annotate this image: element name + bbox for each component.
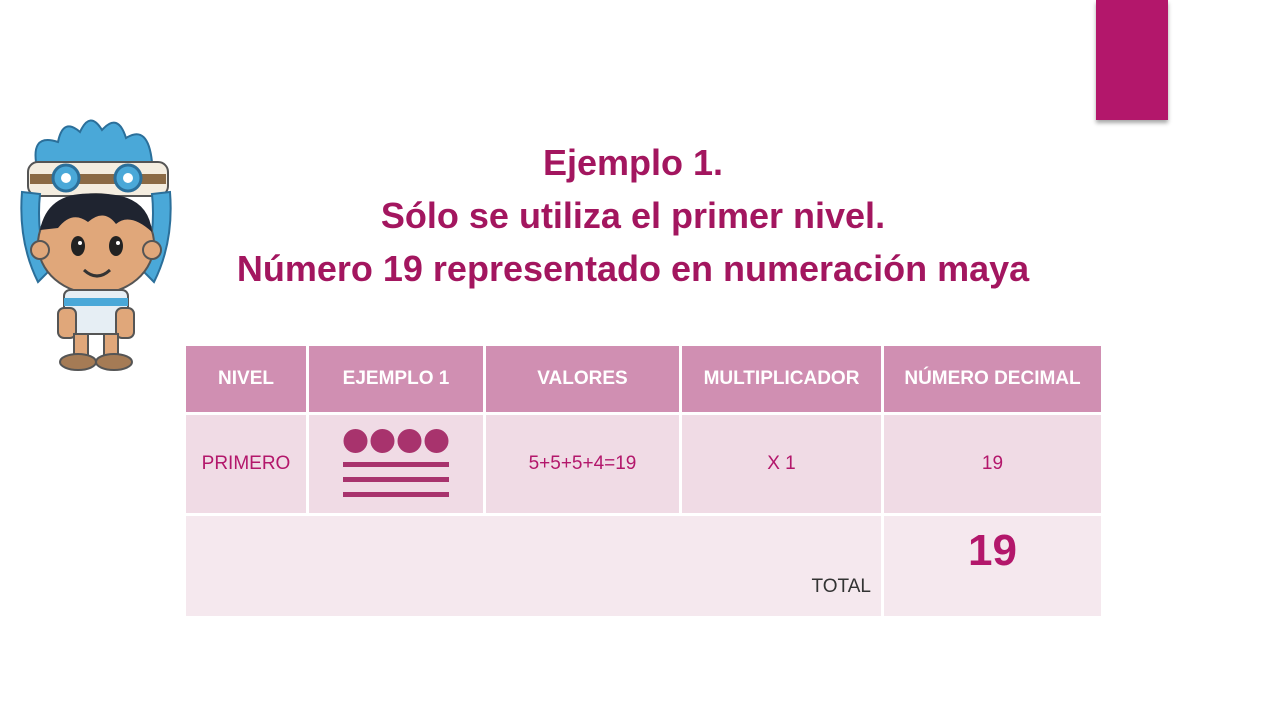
title-line-1: Ejemplo 1. (542, 142, 724, 183)
maya-bar (343, 492, 449, 497)
maya-number-table: NIVEL EJEMPLO 1 VALORES MULTIPLICADOR NÚ… (183, 343, 1104, 619)
slide-title: Ejemplo 1. Sólo se utiliza el primer niv… (0, 136, 1266, 295)
header-ejemplo-1: EJEMPLO 1 (306, 343, 486, 415)
total-label: TOTAL (183, 513, 884, 619)
maya-boy-mascot-icon (20, 119, 172, 371)
maya-number-symbol (343, 429, 449, 497)
cell-multiplicador: X 1 (679, 412, 884, 516)
total-value: 19 (881, 513, 1104, 619)
accent-bar (1096, 0, 1168, 120)
maya-bar (343, 477, 449, 482)
maya-dot (397, 429, 422, 453)
title-line-2: Sólo se utiliza el primer nivel. (380, 195, 886, 236)
table-header-row: NIVEL EJEMPLO 1 VALORES MULTIPLICADOR NÚ… (183, 343, 1104, 415)
header-multiplicador: MULTIPLICADOR (679, 343, 884, 415)
maya-dot (424, 429, 449, 453)
cell-maya-number (306, 412, 486, 516)
header-valores: VALORES (483, 343, 682, 415)
cell-nivel: PRIMERO (183, 412, 309, 516)
title-line-3: Número 19 representado en numeración may… (236, 248, 1030, 289)
header-numero-decimal: NÚMERO DECIMAL (881, 343, 1104, 415)
maya-dot (343, 429, 368, 453)
cell-numero-decimal: 19 (881, 412, 1104, 516)
total-row: TOTAL 19 (183, 513, 1104, 619)
maya-dot (370, 429, 395, 453)
table-row: PRIMERO 5+5+5+4=19 X 1 19 (183, 412, 1104, 516)
maya-bar (343, 462, 449, 467)
cell-valores: 5+5+5+4=19 (483, 412, 682, 516)
header-nivel: NIVEL (183, 343, 309, 415)
